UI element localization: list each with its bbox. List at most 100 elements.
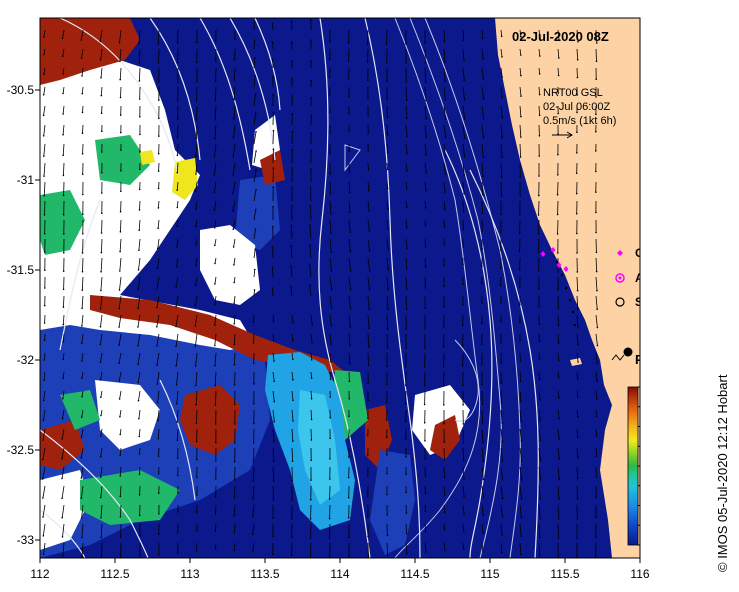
current-vector-head — [215, 460, 217, 462]
current-vector — [100, 48, 103, 60]
current-vector-head — [443, 264, 446, 267]
glider-legend-icon — [617, 250, 623, 256]
current-vector-head — [463, 79, 466, 81]
current-vector-head — [538, 323, 541, 325]
current-vector — [43, 124, 46, 136]
current-vector — [82, 257, 84, 272]
current-vector — [386, 542, 389, 556]
current-vector-head — [577, 477, 579, 480]
current-vector-head — [520, 54, 522, 56]
current-vector — [291, 225, 293, 240]
current-vector-head — [348, 435, 350, 438]
current-vector — [348, 352, 351, 364]
current-vector-head — [139, 133, 141, 136]
current-vector-head — [175, 285, 177, 288]
current-vector-head — [386, 187, 389, 190]
current-vector-head — [233, 384, 236, 386]
current-vector-head — [329, 152, 331, 155]
current-vector — [386, 295, 389, 310]
current-vector-head — [461, 364, 464, 367]
current-vector-head — [519, 380, 522, 383]
current-vector-head — [156, 345, 158, 347]
current-vector-head — [42, 114, 45, 117]
current-vector-head — [386, 133, 389, 136]
current-vector-head — [80, 57, 83, 59]
current-vector-head — [194, 365, 197, 367]
current-vector — [176, 162, 179, 173]
current-vector-head — [138, 417, 140, 420]
current-vector-head — [482, 496, 485, 499]
current-vector-head — [596, 362, 599, 365]
current-vector — [462, 86, 465, 100]
current-vector-head — [80, 497, 83, 499]
current-vector-head — [214, 262, 216, 265]
current-vector-head — [310, 439, 313, 441]
current-vector — [481, 200, 483, 214]
current-vector-head — [424, 225, 427, 227]
current-vector-head — [273, 421, 276, 423]
current-vector — [367, 295, 370, 310]
current-vector-head — [157, 207, 160, 209]
current-vector-head — [214, 99, 217, 102]
current-vector — [100, 67, 103, 78]
current-vector-head — [233, 264, 235, 266]
current-vector — [62, 542, 65, 556]
current-vector-head — [539, 399, 541, 401]
current-vector-head — [43, 36, 45, 38]
current-vector-head — [386, 383, 388, 386]
current-vector — [329, 200, 332, 214]
current-vector-head — [367, 169, 370, 171]
current-vector-head — [233, 323, 235, 325]
current-vector-head — [596, 308, 598, 311]
current-vector-head — [520, 553, 522, 556]
current-vector-head — [348, 150, 351, 153]
current-vector-head — [158, 117, 160, 120]
current-vector — [81, 390, 84, 397]
current-vector-head — [195, 100, 198, 102]
current-vector-head — [538, 73, 541, 75]
current-vector-head — [311, 323, 314, 326]
current-vector-head — [349, 231, 352, 233]
current-vector-head — [537, 214, 540, 216]
current-vector-head — [62, 73, 64, 75]
current-vector-head — [156, 364, 158, 366]
current-vector — [214, 124, 217, 139]
current-vector — [100, 504, 103, 518]
current-vector-head — [119, 454, 121, 457]
current-vector — [232, 200, 236, 212]
current-vector-head — [385, 43, 388, 45]
current-vector — [272, 428, 275, 442]
current-vector — [538, 86, 540, 95]
current-vector — [62, 143, 65, 156]
current-vector-head — [232, 228, 235, 230]
current-vector-head — [557, 153, 559, 156]
current-vector — [81, 371, 84, 379]
current-vector-head — [328, 498, 331, 500]
current-vector-head — [42, 516, 44, 518]
current-vector-head — [442, 385, 445, 387]
current-vector-head — [406, 267, 408, 270]
current-vector-head — [499, 284, 502, 287]
current-vector-head — [386, 62, 388, 64]
current-vector-head — [595, 434, 598, 437]
current-vector-head — [577, 396, 579, 398]
current-vector-head — [158, 492, 160, 494]
current-vector — [405, 295, 407, 310]
glider-legend-label: Glider — [635, 246, 670, 260]
current-vector-head — [137, 288, 139, 291]
current-vector — [253, 269, 256, 278]
current-vector — [158, 48, 160, 63]
current-vector-head — [138, 61, 140, 64]
current-vector — [595, 48, 597, 62]
colorbar-ticks: 0 0.25 0.5 0.75 1 1.25 1.5 1.75 2 — [638, 386, 640, 546]
current-vector-head — [501, 156, 503, 159]
current-vector-head — [81, 132, 84, 134]
current-vector-head — [137, 269, 140, 271]
current-vector-head — [463, 155, 466, 158]
current-vector-head — [595, 113, 597, 116]
current-vector-head — [368, 249, 371, 252]
current-vector-head — [442, 365, 445, 368]
current-vector-head — [482, 37, 484, 40]
current-vector-head — [119, 250, 121, 253]
current-vector-head — [405, 347, 407, 349]
